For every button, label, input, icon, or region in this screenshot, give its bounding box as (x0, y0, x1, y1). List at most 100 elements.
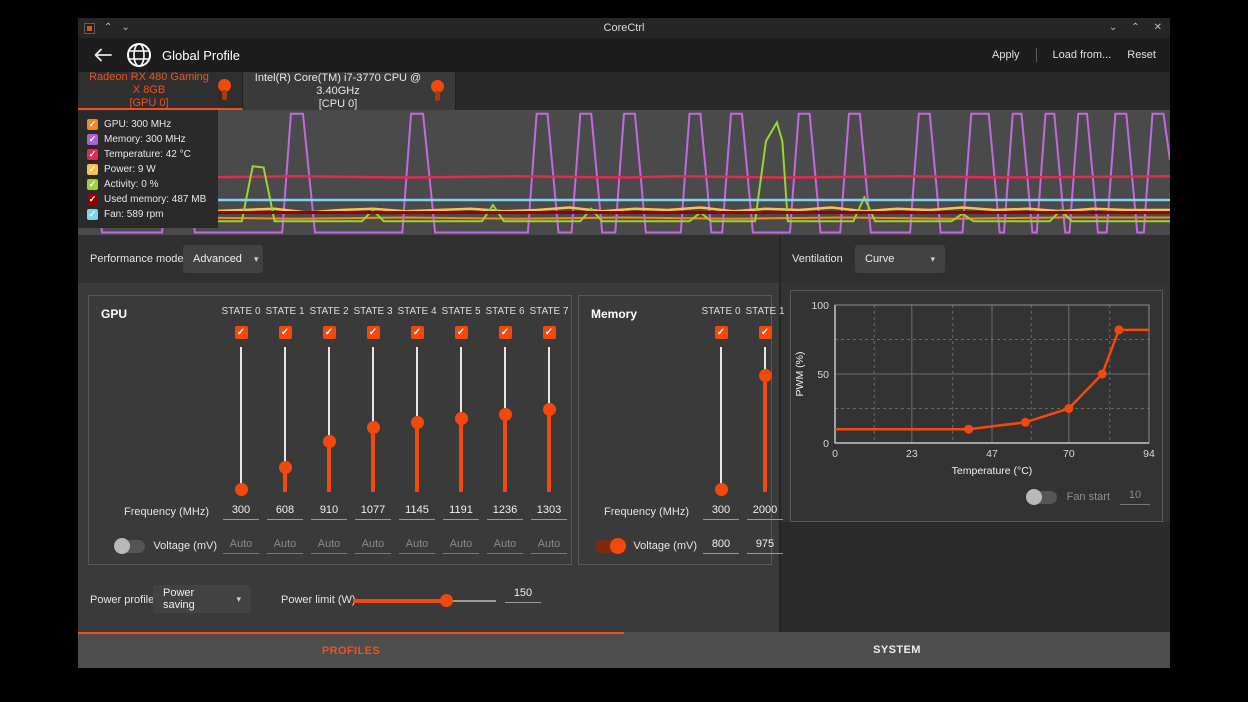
frequency-value[interactable]: 300 (223, 504, 259, 520)
state-checkbox[interactable]: ✓ (366, 326, 380, 339)
frequency-slider[interactable] (439, 343, 483, 495)
frequency-slider[interactable] (395, 343, 439, 495)
voltage-toggle[interactable] (114, 537, 146, 554)
legend-item[interactable]: ✓ Power: 9 W (87, 162, 218, 177)
slider-handle[interactable] (322, 435, 336, 449)
legend-item[interactable]: ✓ Memory: 300 MHz (87, 132, 218, 147)
voltage-value[interactable]: Auto (443, 538, 479, 554)
power-limit-value[interactable]: 150 (505, 587, 541, 603)
fan-curve-point[interactable] (964, 424, 974, 434)
power-profile-dropdown[interactable]: Power saving ▾ (153, 585, 251, 613)
frequency-slider[interactable] (263, 343, 307, 495)
keep-below-icon[interactable]: ⌄ (121, 22, 130, 33)
profile-content: Performance mode Advanced ▾ Ventilation … (78, 235, 1170, 632)
tab-profiles[interactable]: PROFILES (78, 632, 624, 668)
voltage-value[interactable]: Auto (399, 538, 435, 554)
voltage-value-cell: Auto (439, 529, 483, 563)
fan-curve-point[interactable] (1097, 369, 1107, 379)
back-button[interactable] (92, 44, 114, 66)
frequency-value[interactable]: 608 (267, 504, 303, 520)
frequency-slider[interactable] (527, 343, 571, 495)
load-from-button[interactable]: Load from... (1052, 49, 1112, 61)
tab-gpu-device[interactable]: Radeon RX 480 Gaming X 8GB [GPU 0] (78, 71, 243, 110)
frequency-value[interactable]: 1191 (443, 504, 479, 520)
legend-item[interactable]: ✓ Temperature: 42 °C (87, 147, 218, 162)
legend-checkbox[interactable]: ✓ (87, 164, 98, 175)
state-checkbox[interactable]: ✓ (542, 326, 556, 339)
slider-handle[interactable] (454, 412, 468, 426)
voltage-value[interactable]: 800 (703, 538, 739, 554)
keep-above-icon[interactable]: ⌃ (104, 22, 113, 33)
legend-checkbox[interactable]: ✓ (87, 179, 98, 190)
state-checkbox[interactable]: ✓ (278, 326, 292, 339)
maximize-icon[interactable]: ⌃ (1131, 22, 1140, 33)
apply-button[interactable]: Apply (992, 49, 1020, 61)
legend-checkbox[interactable]: ✓ (87, 194, 98, 205)
frequency-value[interactable]: 1303 (531, 504, 567, 520)
slider-handle[interactable] (278, 461, 292, 475)
fan-curve-point[interactable] (1020, 417, 1030, 427)
legend-checkbox[interactable]: ✓ (87, 119, 98, 130)
state-checkbox[interactable]: ✓ (454, 326, 468, 339)
frequency-value-cell: 300 (219, 495, 263, 529)
power-limit-slider[interactable] (353, 594, 496, 607)
voltage-value[interactable]: 975 (747, 538, 783, 554)
frequency-value[interactable]: 1145 (399, 504, 435, 520)
tab-cpu-device[interactable]: Intel(R) Core(TM) i7-3770 CPU @ 3.40GHz … (243, 72, 456, 110)
voltage-value[interactable]: Auto (267, 538, 303, 554)
frequency-value[interactable]: 2000 (747, 504, 783, 520)
slider-handle[interactable] (439, 594, 453, 607)
legend-item[interactable]: ✓ GPU: 300 MHz (87, 117, 218, 132)
frequency-slider[interactable] (351, 343, 395, 495)
voltage-value[interactable]: Auto (487, 538, 523, 554)
state-checkbox[interactable]: ✓ (322, 326, 336, 339)
voltage-value[interactable]: Auto (223, 538, 259, 554)
frequency-value[interactable]: 1236 (487, 504, 523, 520)
slider-handle[interactable] (542, 403, 556, 417)
frequency-value[interactable]: 910 (311, 504, 347, 520)
tab-system[interactable]: SYSTEM (873, 644, 921, 656)
fan-start-toggle[interactable] (1025, 488, 1057, 505)
fan-start-value[interactable]: 10 (1120, 489, 1150, 505)
frequency-slider[interactable] (307, 343, 351, 495)
fan-start-row: Fan start 10 (1025, 488, 1150, 505)
voltage-value[interactable]: Auto (355, 538, 391, 554)
frequency-slider[interactable] (219, 343, 263, 497)
voltage-value[interactable]: Auto (311, 538, 347, 554)
legend-checkbox[interactable]: ✓ (87, 134, 98, 145)
slider-handle[interactable] (366, 420, 380, 434)
voltage-toggle[interactable] (595, 537, 627, 554)
frequency-slider[interactable] (483, 343, 527, 495)
frequency-value[interactable]: 300 (703, 504, 739, 520)
legend-item[interactable]: ✓ Activity: 0 % (87, 177, 218, 192)
legend-checkbox[interactable]: ✓ (87, 209, 98, 220)
voltage-value[interactable]: Auto (531, 538, 567, 554)
legend-item[interactable]: ✓ Used memory: 487 MB (87, 192, 218, 207)
slider-fill (547, 409, 551, 492)
fan-curve-point[interactable] (1114, 325, 1124, 335)
state-checkbox[interactable]: ✓ (410, 326, 424, 339)
slider-handle[interactable] (410, 416, 424, 430)
fan-curve-point[interactable] (1064, 404, 1074, 413)
reset-button[interactable]: Reset (1127, 49, 1156, 61)
performance-mode-dropdown[interactable]: Advanced ▾ (183, 245, 263, 273)
state-checkbox[interactable]: ✓ (758, 326, 772, 339)
frequency-slider[interactable] (743, 343, 787, 495)
legend-item[interactable]: ✓ Fan: 589 rpm (87, 207, 218, 222)
slider-handle[interactable] (758, 368, 772, 382)
frequency-value[interactable]: 1077 (355, 504, 391, 520)
state-checkbox[interactable]: ✓ (498, 326, 512, 339)
fan-curve-chart[interactable]: 0 23 47 70 94 0 50 100 Temperature (°C) PWM (%) (791, 291, 1162, 483)
state-label: STATE 3 (353, 306, 393, 317)
legend-checkbox[interactable]: ✓ (87, 149, 98, 160)
slider-handle[interactable] (498, 407, 512, 421)
minimize-icon[interactable]: ⌄ (1108, 22, 1118, 33)
spacer (101, 343, 219, 495)
close-icon[interactable]: ✕ (1153, 22, 1162, 33)
slider-handle[interactable] (714, 483, 728, 497)
state-checkbox[interactable]: ✓ (714, 326, 728, 339)
slider-handle[interactable] (234, 483, 248, 497)
ventilation-dropdown[interactable]: Curve ▾ (855, 245, 945, 273)
frequency-slider[interactable] (699, 343, 743, 497)
state-checkbox[interactable]: ✓ (234, 326, 248, 339)
